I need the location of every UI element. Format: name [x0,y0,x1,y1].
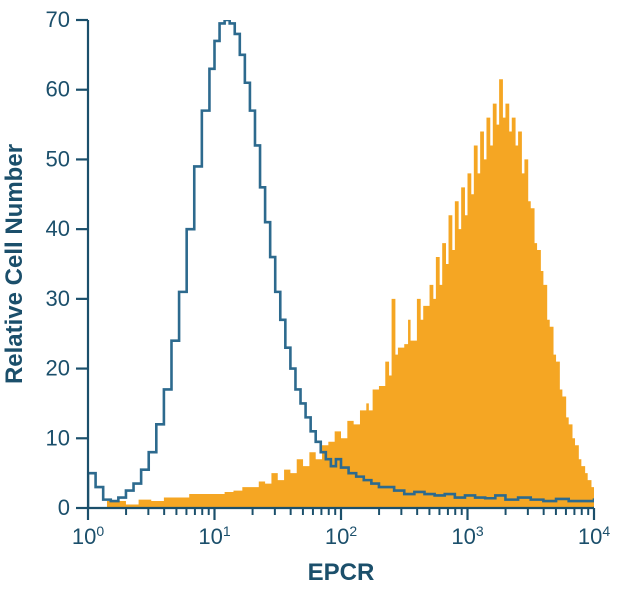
y-tick-label: 20 [46,356,70,381]
y-tick-label: 70 [46,7,70,32]
x-tick-label: 104 [578,523,610,549]
chart-svg: 0 10 20 30 40 50 60 70 100 101 102 103 104 Relative C… [0,0,619,596]
y-axis-label: Relative Cell Number [1,144,28,384]
y-tick-label: 40 [46,216,70,241]
flow-cytometry-histogram: 0 10 20 30 40 50 60 70 100 101 102 103 104 Relative C… [0,0,619,596]
x-tick-label: 101 [198,523,230,549]
x-tick-label: 103 [451,523,483,549]
y-tick-label: 10 [46,425,70,450]
y-tick-label: 30 [46,286,70,311]
y-tick-label: 50 [46,146,70,171]
x-tick-label: 102 [325,523,357,549]
y-tick-label: 0 [58,495,70,520]
x-tick-label: 100 [72,523,104,549]
filled-histogram [88,79,597,508]
y-tick-label: 60 [46,77,70,102]
x-axis-label: EPCR [308,559,375,586]
